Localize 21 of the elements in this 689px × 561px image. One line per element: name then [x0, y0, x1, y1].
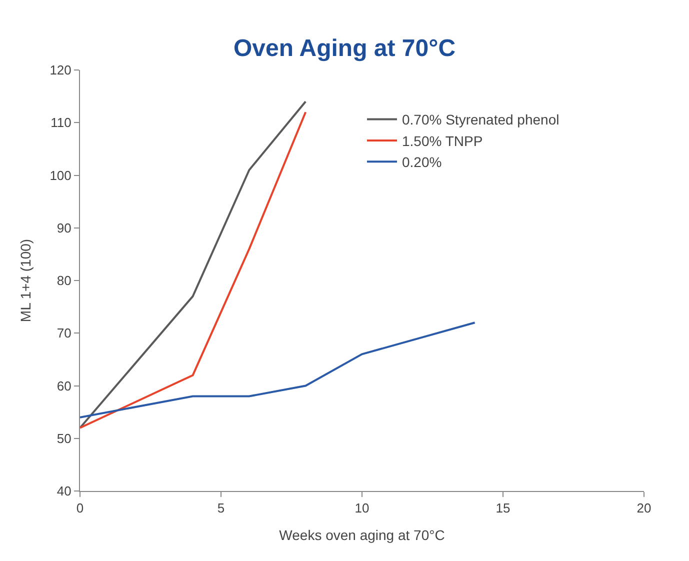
x-tick-label: 5: [217, 500, 225, 516]
y-tick-label: 50: [56, 430, 72, 446]
legend-label: 1.50% TNPP: [402, 132, 483, 149]
line-series: [80, 322, 476, 418]
x-tick-label: 10: [354, 500, 370, 516]
y-tick-label: 60: [56, 378, 72, 394]
y-tick-label: 100: [50, 168, 72, 183]
y-tick-label: 90: [56, 220, 72, 236]
x-tick-label: 15: [496, 500, 510, 516]
x-tick-label: 20: [636, 500, 652, 516]
chart-title: Oven Aging at 70°C: [233, 35, 456, 62]
y-tick-label: 40: [56, 484, 72, 499]
legend-label: 0.70% Styrenated phenol: [402, 112, 560, 128]
y-tick-label: 80: [56, 273, 72, 288]
x-axis-title: Weeks oven aging at 70°C: [279, 526, 445, 543]
y-tick-label: 70: [56, 326, 72, 341]
legend-label: 0.20%: [402, 154, 442, 170]
y-tick-label: 110: [50, 115, 72, 130]
y-tick-label: 120: [50, 62, 72, 78]
x-tick-label: 0: [76, 500, 84, 516]
y-axis-title: ML 1+4 (100): [17, 238, 34, 322]
